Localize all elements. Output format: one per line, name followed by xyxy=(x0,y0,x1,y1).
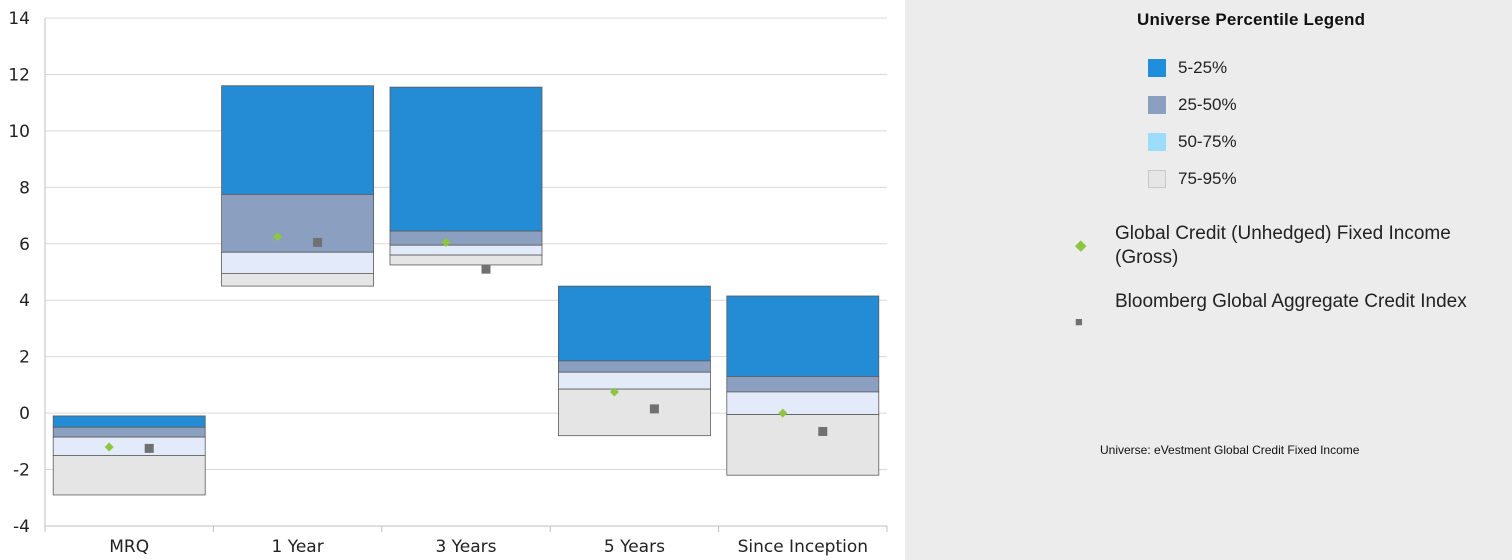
legend-label-fund: Global Credit (Unhedged) Fixed Income (G… xyxy=(1115,223,1451,268)
y-tick-label: -2 xyxy=(13,461,30,481)
fund-diamond-point xyxy=(441,237,451,247)
band-5-25 xyxy=(52,415,206,428)
band-25-50 xyxy=(52,426,206,438)
index-square-point xyxy=(649,404,659,414)
y-tick-label: 2 xyxy=(19,348,30,368)
band-50-75 xyxy=(726,391,880,415)
percentile-bands xyxy=(52,85,880,496)
band-75-95 xyxy=(389,254,543,266)
band-75-95 xyxy=(726,414,880,476)
percentile-bar-chart: -4 -2 0 2 4 6 8 10 12 14 MRQ 1 Year 3 Years 5 Years Si… xyxy=(8,9,888,557)
universe-note: Universe: eVestment Global Credit Fixed … xyxy=(1100,443,1360,457)
band-25-50 xyxy=(558,360,711,373)
y-tick-label: -4 xyxy=(13,517,30,537)
legend-swatch-50-75 xyxy=(1148,133,1166,151)
gray-square-icon: ■ xyxy=(1075,314,1083,329)
axes: -4 -2 0 2 4 6 8 10 12 14 MRQ 1 Year 3 Years 5 Years Si… xyxy=(8,9,888,557)
band-25-50 xyxy=(221,193,375,253)
band-5-25 xyxy=(221,85,375,195)
legend-label-25-50: 25-50% xyxy=(1178,95,1237,114)
band-5-25 xyxy=(389,86,543,232)
y-tick-label: 14 xyxy=(8,9,30,29)
x-tick-label: MRQ xyxy=(109,537,149,557)
index-square-point xyxy=(481,264,491,274)
y-tick-label: 6 xyxy=(19,235,30,255)
legend-panel: Universe Percentile Legend 5-25% 25-50% … xyxy=(905,0,1512,560)
fund-diamond-point xyxy=(609,387,619,397)
legend-label-5-25: 5-25% xyxy=(1178,58,1228,77)
index-square-point xyxy=(818,426,828,436)
band-50-75 xyxy=(52,436,206,456)
fund-diamond-point xyxy=(778,408,788,418)
band-25-50 xyxy=(726,376,880,393)
band-50-75 xyxy=(221,251,375,274)
y-tick-label: 4 xyxy=(19,291,30,311)
fund-diamond-point xyxy=(104,442,114,452)
x-tick-label: 5 Years xyxy=(604,537,665,557)
x-tick-label: Since Inception xyxy=(738,537,868,557)
green-diamond-icon: ◆ xyxy=(1075,237,1087,254)
band-25-50 xyxy=(389,230,543,246)
series-markers xyxy=(104,232,828,453)
fund-diamond-point xyxy=(273,232,283,242)
y-tick-label: 8 xyxy=(19,178,30,198)
y-tick-label: 10 xyxy=(8,122,30,142)
legend-swatch-25-50 xyxy=(1148,96,1166,114)
band-50-75 xyxy=(558,371,711,390)
band-75-95 xyxy=(558,388,711,437)
x-tick-label: 1 Year xyxy=(271,537,323,557)
band-75-95 xyxy=(52,455,206,496)
legend-label-index: Bloomberg Global Aggregate Credit Index xyxy=(1115,291,1467,312)
y-tick-label: 12 xyxy=(8,65,30,85)
legend-title: Universe Percentile Legend xyxy=(1137,10,1366,29)
index-square-point xyxy=(313,237,323,247)
y-tick-label: 0 xyxy=(19,404,30,424)
index-square-point xyxy=(144,443,154,453)
legend-swatch-5-25 xyxy=(1148,59,1166,77)
legend-label-50-75: 50-75% xyxy=(1178,132,1237,151)
band-5-25 xyxy=(558,285,711,362)
legend-swatch-75-95 xyxy=(1148,170,1166,188)
band-75-95 xyxy=(221,273,375,287)
x-tick-label: 3 Years xyxy=(435,537,496,557)
legend-label-75-95: 75-95% xyxy=(1178,169,1237,188)
band-5-25 xyxy=(726,295,880,377)
band-50-75 xyxy=(389,244,543,256)
